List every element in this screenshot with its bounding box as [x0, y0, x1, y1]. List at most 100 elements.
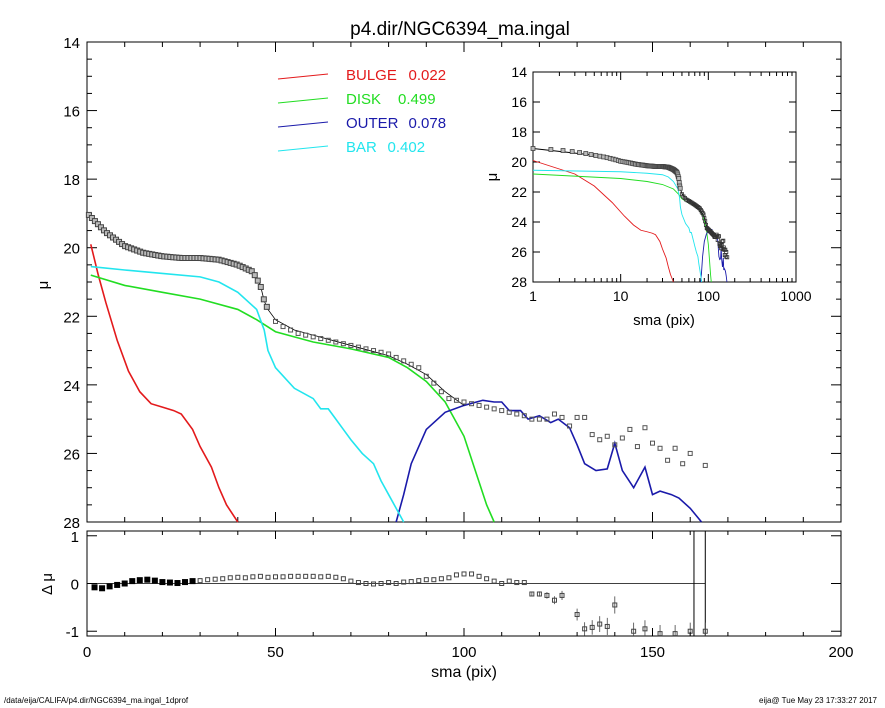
inset-x-tick-label: 1000 [780, 288, 811, 304]
observed-point [251, 272, 258, 279]
inset-series-group [530, 146, 730, 283]
legend-value-disk: 0.499 [398, 91, 436, 108]
observed-point [672, 445, 678, 451]
residual-point [220, 576, 226, 582]
legend-line-disk [277, 97, 329, 104]
residual-point [702, 628, 708, 634]
main-y-tick-label: 16 [63, 104, 80, 121]
footer-file-path: /data/eija/CALIFA/p4.dir/NGC6394_ma.inga… [4, 696, 189, 705]
observed-point [476, 402, 482, 408]
residual-point [189, 578, 196, 585]
inset-observed-point [716, 234, 721, 239]
inset-observed-point [569, 149, 575, 154]
inset-observed-point [530, 146, 536, 151]
observed-point [88, 215, 95, 222]
inset-observed-point [715, 237, 720, 242]
observed-point [248, 268, 255, 275]
observed-point [446, 396, 452, 402]
observed-point [288, 327, 294, 333]
inset-y-tick-label: 22 [511, 184, 527, 200]
residual-point [257, 573, 263, 579]
residual-point [91, 584, 98, 591]
residual-point [355, 580, 361, 586]
inset-observed-point [703, 219, 708, 224]
observed-point [702, 462, 708, 468]
observed-point [363, 346, 369, 352]
inset-observed-point [725, 255, 730, 260]
observed-point [371, 348, 377, 354]
main-y-tick-label: 20 [63, 241, 80, 258]
residual-y-tick-label: 0 [71, 577, 79, 594]
inset-observed-point [560, 148, 566, 153]
residual-point [303, 573, 309, 579]
main-y-tick-label: 22 [63, 309, 80, 326]
residual-point [288, 573, 294, 579]
observed-point [355, 344, 361, 350]
legend-value-bulge: 0.022 [409, 67, 447, 84]
residual-point [597, 621, 603, 627]
observed-point [634, 444, 640, 450]
inset-y-tick-label: 28 [511, 274, 527, 290]
observed-point [318, 336, 324, 342]
inset-ticks: 14 16 18 20 22 24 26 281 10 100 1000 [511, 64, 811, 304]
inset-y-tick-label: 14 [511, 64, 527, 80]
series-line-bar [90, 265, 405, 523]
residual-y-label: Δ μ [39, 573, 56, 595]
legend-label-bar: BAR [346, 139, 377, 156]
residual-point [106, 583, 113, 590]
residual-point [242, 575, 248, 581]
observed-point [687, 450, 693, 456]
x-tick-label: 200 [828, 644, 853, 661]
inset-observed-point [720, 239, 725, 244]
observed-point [453, 397, 459, 403]
series-line-disk [90, 274, 495, 523]
residual-point [182, 579, 189, 586]
residual-point [121, 580, 128, 587]
inset-observed-point [721, 238, 726, 243]
residual-point [227, 575, 233, 581]
observed-point [529, 416, 535, 422]
legend-line-bar [277, 145, 329, 152]
residual-point [514, 580, 520, 586]
residual-point [604, 623, 610, 629]
residual-point [446, 575, 452, 581]
residual-point [529, 591, 535, 597]
residual-point [582, 626, 588, 632]
residual-point [469, 571, 475, 577]
main-y-tick-label: 14 [63, 35, 80, 52]
legend: BULGE 0.022 DISK 0.499 OUTER 0.078 BAR 0.402 [277, 67, 447, 156]
observed-point [461, 399, 467, 405]
residual-point [197, 578, 203, 584]
residual-point [589, 624, 595, 630]
residual-point [499, 581, 505, 586]
inset-observed-point [593, 153, 599, 158]
series-line-model [90, 216, 465, 406]
observed-point [536, 416, 542, 422]
observed-point [469, 401, 475, 407]
residual-point [265, 574, 271, 580]
residual-point [325, 573, 331, 579]
residual-panel: -101 Δ μ 0 50 100 150 200 sma (pix) [39, 529, 854, 681]
observed-point [378, 349, 384, 355]
residual-point [612, 602, 618, 608]
residual-point [333, 574, 339, 580]
residual-point [416, 578, 422, 584]
observed-point [650, 440, 655, 446]
inset-observed-point [676, 176, 682, 181]
residual-point [371, 581, 377, 587]
residual-point [386, 580, 392, 586]
legend-label-outer: OUTER [346, 115, 399, 132]
observed-point [559, 414, 565, 420]
observed-point [416, 365, 422, 371]
residual-point [114, 581, 121, 588]
residual-point [672, 631, 678, 637]
inset-x-tick-label: 10 [613, 288, 629, 304]
residual-y-tick-label: -1 [66, 624, 79, 641]
residual-point [453, 572, 459, 578]
main-y-tick-label: 28 [63, 515, 80, 532]
inset-observed-point [583, 151, 589, 156]
observed-point [295, 330, 301, 336]
observed-point [574, 414, 580, 420]
observed-point [627, 426, 633, 432]
